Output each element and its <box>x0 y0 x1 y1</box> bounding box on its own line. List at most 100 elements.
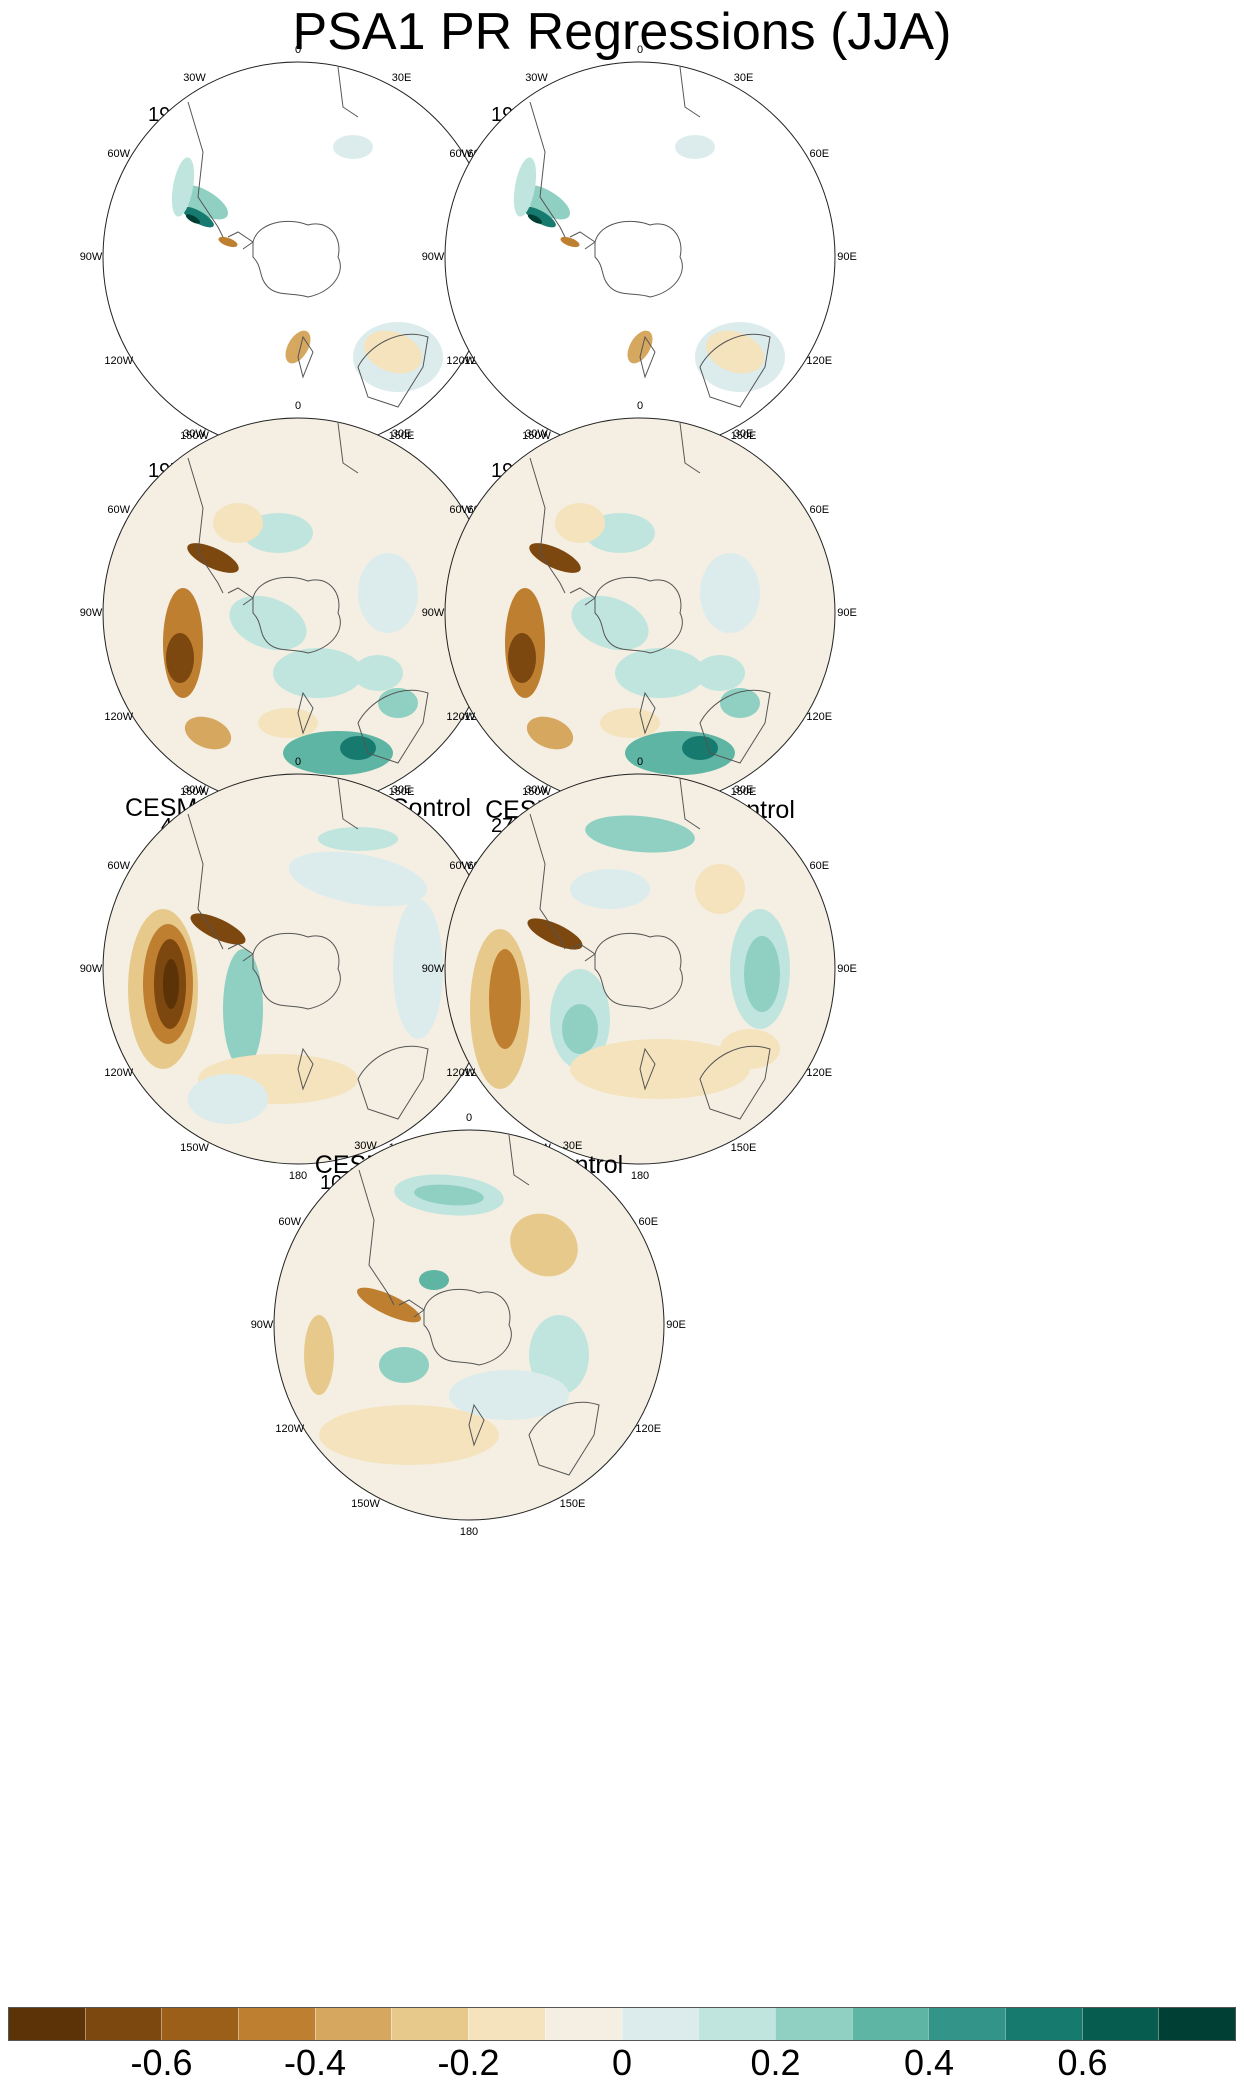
coastlines <box>529 422 771 764</box>
coastlines <box>358 1134 600 1476</box>
longitude-label: 60W <box>278 1215 302 1228</box>
coastlines <box>187 66 429 408</box>
longitude-label: 30E <box>733 783 754 796</box>
anomaly-contour <box>171 157 195 217</box>
colorbar-segment <box>391 2008 469 2040</box>
anomaly-contour <box>163 959 179 1009</box>
coastline <box>639 691 656 735</box>
map-boundary <box>273 1129 665 1521</box>
coastline <box>227 587 254 606</box>
anomaly-contour <box>358 553 418 633</box>
longitude-label: 0 <box>294 44 302 56</box>
colorbar-segment <box>314 2008 392 2040</box>
colorbar-tick-label: 0.6 <box>1057 2042 1108 2083</box>
anomaly-contour <box>166 633 194 683</box>
anomaly-contour <box>304 1315 334 1395</box>
longitude-label: 150E <box>559 1498 586 1511</box>
longitude-label: 150W <box>522 786 551 799</box>
anomaly-contour <box>744 936 780 1012</box>
coastline <box>529 813 566 950</box>
longitude-label: 0 <box>294 400 302 412</box>
longitude-label: 120E <box>635 1422 662 1435</box>
longitude-label: 30W <box>525 427 548 440</box>
anomaly-contour <box>182 206 214 228</box>
coastline <box>594 220 683 298</box>
longitude-label: 90E <box>666 1319 686 1331</box>
anomaly-contour <box>615 648 705 698</box>
colorbar-tick-label: -0.2 <box>437 2042 500 2083</box>
colorbar-segment <box>544 2008 622 2040</box>
longitude-label: 30W <box>525 71 548 84</box>
longitude-label: 0 <box>294 756 302 768</box>
colorbar-tick-label: 0.2 <box>750 2042 801 2083</box>
longitude-label: 60E <box>809 503 830 516</box>
coastline <box>508 1134 530 1186</box>
coastline <box>398 1299 425 1318</box>
anomaly-contour <box>379 1347 429 1383</box>
longitude-label: 0 <box>636 44 644 56</box>
coastline <box>337 778 359 830</box>
anomaly-contour <box>185 214 201 224</box>
coastline <box>569 943 596 962</box>
anomaly-contour <box>213 503 263 543</box>
map-boundary <box>444 773 836 1165</box>
anomaly-contour <box>600 708 660 738</box>
longitude-label: 120W <box>446 710 476 723</box>
coastline <box>187 101 224 238</box>
anomaly-contour <box>319 1405 499 1465</box>
colorbar-segment <box>468 2008 545 2040</box>
coastline <box>227 231 254 250</box>
colorbar-tick-label: 0.4 <box>903 2042 955 2083</box>
anomaly-contour <box>675 135 715 159</box>
coastline <box>569 587 596 606</box>
coastlines <box>187 422 429 764</box>
anomaly-contour <box>527 918 583 950</box>
colorbar-segment <box>1158 2008 1235 2040</box>
coastline <box>252 576 341 654</box>
coastlines <box>529 778 771 1120</box>
anomaly-contour <box>524 206 556 228</box>
longitude-label: 150E <box>730 1142 757 1155</box>
longitude-label: 60W <box>107 503 131 516</box>
longitude-label: 120E <box>806 710 833 723</box>
anomaly-contour <box>190 913 246 945</box>
anomaly-contour <box>682 736 718 760</box>
anomaly-contour <box>449 1370 569 1420</box>
longitude-label: 90W <box>421 251 445 263</box>
coastline <box>297 1047 314 1091</box>
colorbar-segment <box>84 2008 162 2040</box>
colorbar-segment <box>851 2008 929 2040</box>
anomaly-contour <box>527 214 543 224</box>
longitude-label: 60W <box>449 147 473 160</box>
longitude-label: 150E <box>388 430 415 443</box>
longitude-label: 180 <box>459 1526 479 1538</box>
map-background <box>445 62 835 452</box>
anomaly-contour <box>356 1287 422 1323</box>
coastline <box>357 1045 429 1120</box>
coastline <box>337 422 359 474</box>
anomaly-contour <box>393 899 443 1039</box>
anomaly-contour <box>705 330 765 374</box>
colorbar <box>8 2007 1236 2041</box>
coastline <box>337 66 359 118</box>
longitude-label: 90W <box>421 963 445 975</box>
coastline <box>358 1169 395 1306</box>
longitude-label: 120W <box>446 354 476 367</box>
colorbar-tick-label: -0.4 <box>283 2042 347 2083</box>
anomaly-contour <box>283 731 393 775</box>
longitude-label: 90W <box>79 963 103 975</box>
coastline <box>227 943 254 962</box>
anomaly-contour <box>513 157 537 217</box>
coastlines <box>529 66 771 408</box>
coastline <box>357 333 429 408</box>
polar-map <box>444 417 836 809</box>
longitude-label: 30E <box>391 783 412 796</box>
coastline <box>679 778 701 830</box>
anomaly-contour <box>187 543 239 573</box>
longitude-label: 90W <box>250 1319 274 1331</box>
anomaly-contour <box>288 851 428 907</box>
anomaly-contour <box>188 1074 268 1124</box>
longitude-label: 0 <box>465 1112 473 1124</box>
longitude-label: 90W <box>79 607 103 619</box>
anomaly-contour <box>508 633 536 683</box>
